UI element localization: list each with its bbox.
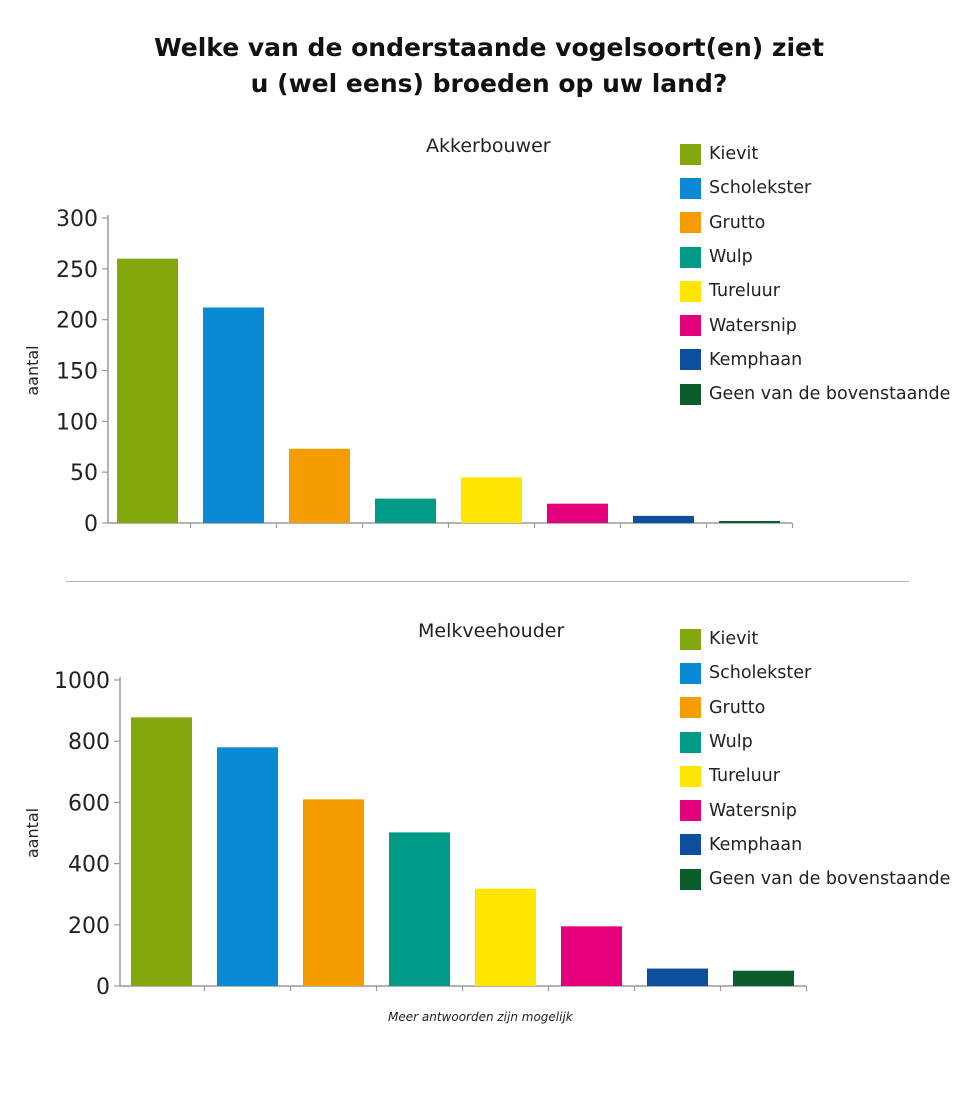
legend-label: Watersnip — [709, 315, 797, 336]
melkveehouder-legend-item-kievit: Kievit — [680, 622, 950, 656]
legend-label: Grutto — [709, 697, 766, 718]
akkerbouwer-legend-item-geen-van-de-bovenstaande: Geen van de bovenstaande — [680, 377, 950, 411]
footnote: Meer antwoorden zijn mogelijk — [388, 1010, 573, 1024]
legend-swatch — [680, 280, 701, 302]
melkveehouder-bar-wulp — [389, 832, 450, 986]
melkveehouder-bar-tureluur — [475, 888, 536, 986]
chart-title-line-2: u (wel eens) broeden op uw land? — [250, 69, 728, 98]
melkveehouder-y-tick-label: 600 — [68, 791, 110, 816]
melkveehouder-title: Melkveehouder — [418, 620, 565, 642]
melkveehouder-bar-geen-van-de-bovenstaande — [733, 970, 794, 986]
legend-swatch — [680, 349, 701, 371]
legend-label: Wulp — [709, 732, 753, 753]
melkveehouder-y-tick-label: 1000 — [54, 669, 110, 694]
akkerbouwer-legend: Kievit Scholekster Grutto Wulp Tureluur Water… — [680, 137, 950, 411]
akkerbouwer-bar-watersnip — [547, 503, 608, 523]
melkveehouder-y-tick-label: 0 — [96, 975, 110, 1000]
akkerbouwer-y-tick-label: 100 — [56, 410, 98, 435]
akkerbouwer-legend-item-scholekster: Scholekster — [680, 171, 950, 205]
akkerbouwer-bar-tureluur — [461, 477, 522, 523]
akkerbouwer-bar-kemphaan — [633, 515, 694, 523]
melkveehouder-legend-item-wulp: Wulp — [680, 725, 950, 759]
akkerbouwer-y-tick-label: 0 — [84, 512, 98, 537]
melkveehouder-chart: 0 200 400 600 800 1000 aantal Melkveehouder Ki… — [0, 610, 978, 1070]
akkerbouwer-legend-item-grutto: Grutto — [680, 206, 950, 240]
akkerbouwer-legend-item-tureluur: Tureluur — [680, 274, 950, 308]
legend-swatch — [680, 212, 701, 234]
akkerbouwer-bar-scholekster — [203, 307, 264, 523]
legend-label: Kemphaan — [709, 834, 803, 855]
akkerbouwer-bar-wulp — [375, 498, 436, 523]
legend-label: Kievit — [709, 629, 759, 650]
melkveehouder-legend-item-grutto: Grutto — [680, 691, 950, 725]
akkerbouwer-bar-kievit — [117, 258, 178, 523]
akkerbouwer-legend-item-wulp: Wulp — [680, 240, 950, 274]
akkerbouwer-legend-item-watersnip: Watersnip — [680, 308, 950, 342]
melkveehouder-y-tick-label: 400 — [68, 853, 110, 878]
melkveehouder-legend-item-watersnip: Watersnip — [680, 793, 950, 827]
legend-swatch — [680, 697, 701, 719]
legend-swatch — [680, 628, 701, 650]
legend-swatch — [680, 246, 701, 268]
legend-label: Scholekster — [709, 663, 812, 684]
melkveehouder-bar-grutto — [303, 799, 364, 986]
legend-swatch — [680, 315, 701, 337]
akkerbouwer-y-axis-label: aantal — [23, 345, 42, 395]
legend-swatch — [680, 800, 701, 822]
melkveehouder-bar-watersnip — [561, 926, 622, 986]
akkerbouwer-y-tick-label: 150 — [56, 360, 98, 385]
akkerbouwer-legend-item-kievit: Kievit — [680, 137, 950, 171]
melkveehouder-y-axis-label: aantal — [23, 808, 42, 858]
legend-swatch — [680, 177, 701, 199]
legend-label: Geen van de bovenstaande — [709, 869, 951, 890]
melkveehouder-legend-item-geen-van-de-bovenstaande: Geen van de bovenstaande — [680, 862, 950, 896]
legend-label: Grutto — [709, 212, 766, 233]
akkerbouwer-legend-item-kemphaan: Kemphaan — [680, 343, 950, 377]
akkerbouwer-y-tick-label: 50 — [70, 461, 98, 486]
melkveehouder-bar-scholekster — [217, 747, 278, 986]
legend-swatch — [680, 731, 701, 753]
melkveehouder-bar-kievit — [131, 717, 192, 986]
melkveehouder-legend: Kievit Scholekster Grutto Wulp Tureluur Water… — [680, 622, 950, 896]
akkerbouwer-y-tick-label: 250 — [56, 258, 98, 283]
legend-swatch — [680, 765, 701, 787]
akkerbouwer-bar-geen-van-de-bovenstaande — [719, 520, 780, 523]
legend-swatch — [680, 834, 701, 856]
melkveehouder-legend-item-tureluur: Tureluur — [680, 759, 950, 793]
akkerbouwer-y-tick-label: 300 — [56, 207, 98, 232]
akkerbouwer-title: Akkerbouwer — [426, 135, 551, 157]
melkveehouder-bar-kemphaan — [647, 968, 708, 986]
legend-label: Kievit — [709, 144, 759, 165]
section-divider — [66, 581, 909, 582]
legend-label: Geen van de bovenstaande — [709, 384, 951, 405]
melkveehouder-legend-item-kemphaan: Kemphaan — [680, 828, 950, 862]
melkveehouder-y-tick-label: 200 — [68, 914, 110, 939]
akkerbouwer-bar-grutto — [289, 448, 350, 523]
legend-swatch — [680, 143, 701, 165]
chart-title: Welke van de onderstaande vogelsoort(en)… — [0, 30, 978, 102]
legend-swatch — [680, 383, 701, 405]
legend-label: Scholekster — [709, 178, 812, 199]
legend-label: Wulp — [709, 247, 753, 268]
melkveehouder-y-tick-label: 800 — [68, 730, 110, 755]
akkerbouwer-chart: 0 50 100 150 200 250 300 aantal Akkerbouwer Kie… — [0, 125, 978, 585]
legend-swatch — [680, 662, 701, 684]
akkerbouwer-y-tick-label: 200 — [56, 309, 98, 334]
legend-label: Watersnip — [709, 800, 797, 821]
legend-label: Tureluur — [709, 766, 780, 787]
legend-label: Tureluur — [709, 281, 780, 302]
melkveehouder-legend-item-scholekster: Scholekster — [680, 656, 950, 690]
chart-title-line-1: Welke van de onderstaande vogelsoort(en)… — [154, 33, 824, 62]
akkerbouwer-plot: 0 50 100 150 200 250 300 aantal — [23, 207, 794, 537]
legend-swatch — [680, 868, 701, 890]
melkveehouder-plot: 0 200 400 600 800 1000 aantal — [23, 669, 808, 1000]
legend-label: Kemphaan — [709, 349, 803, 370]
